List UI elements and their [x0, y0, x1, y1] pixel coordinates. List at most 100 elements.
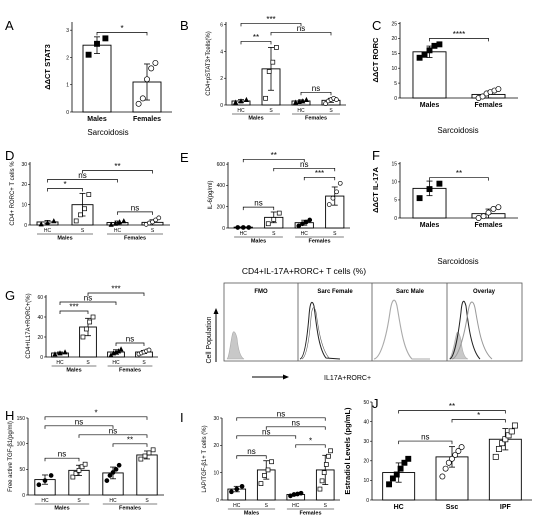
- panel-b-data-point: [303, 96, 309, 102]
- panel-e-significance-label: **: [271, 151, 277, 160]
- panel-label-f: F: [372, 148, 380, 163]
- panel-j-x-tick-label: HC: [394, 504, 404, 511]
- panel-a-data-point: [94, 40, 100, 47]
- panel-b-data-point: [266, 69, 272, 74]
- panel-j-significance-bracket: [451, 419, 506, 423]
- panel-j-y-tick-label: 20: [363, 459, 369, 465]
- panel-d-data-point: [121, 218, 127, 224]
- panel-i-group-label: Females: [299, 511, 321, 517]
- panel-h-data-point: [107, 473, 113, 478]
- panel-d-x-tick-label: HC: [114, 228, 122, 234]
- panel-i-x-tick-label: S: [324, 503, 328, 509]
- panel-e-significance-bracket: [242, 206, 275, 211]
- panel-b-significance-label: ns: [297, 24, 305, 33]
- panel-i-data-point: [258, 481, 264, 486]
- flow-header-fmo: FMO: [254, 289, 268, 295]
- panel-i-data-point: [326, 453, 331, 459]
- panel-h-group-label: Females: [119, 506, 141, 512]
- panel-h-data-point: [79, 464, 85, 470]
- panel-d-significance-bracket: [82, 170, 153, 174]
- panel-g-x-tick-label: HC: [112, 360, 120, 366]
- panel-d-y-tick-label: 10: [21, 202, 27, 208]
- panel-g-x-tick-label: HC: [56, 360, 64, 366]
- panel-d-significance-bracket: [47, 188, 83, 192]
- panel-j-significance-bracket: [398, 410, 506, 414]
- panel-j-y-tick-label: 30: [363, 439, 369, 445]
- panel-a-data-point: [85, 51, 92, 58]
- panel-j-data-point: [393, 471, 400, 478]
- panel-g-significance-label: ns: [84, 294, 92, 303]
- panel-d-data-point: [86, 192, 92, 197]
- panel-label-d: D: [5, 148, 14, 163]
- panel-h-significance-bracket: [44, 425, 114, 429]
- panel-i-data-point: [298, 490, 304, 496]
- panel-h-x-tick-label: HC: [109, 498, 117, 504]
- panel-b-significance-bracket: [240, 41, 272, 45]
- panel-g-group-label: Females: [119, 368, 141, 374]
- panel-e-significance-bracket: [242, 158, 305, 163]
- panel-b-y-label: CD4+pSTAT3+Tcells(%): [206, 31, 212, 95]
- panel-d-significance-label: **: [114, 162, 120, 171]
- panel-c-data-point: [436, 41, 443, 48]
- panel-j-y-tick-label: 10: [363, 478, 369, 484]
- panel-e-significance-bracket: [303, 176, 336, 181]
- panel-label-b: B: [180, 18, 189, 33]
- panel-j-data-point: [452, 451, 459, 458]
- panel-d-x-tick-label: S: [81, 228, 85, 234]
- panel-f-data-point: [490, 206, 497, 212]
- panel-j-data-point: [455, 448, 462, 454]
- panel-j-significance-label: *: [477, 411, 480, 420]
- panel-h-significance-label: ns: [75, 417, 83, 426]
- panel-i-data-point: [269, 459, 274, 465]
- panel-i-significance-bracket: [265, 426, 326, 430]
- panel-i-y-tick-label: 30: [213, 416, 219, 422]
- panel-g-data-point: [57, 350, 63, 356]
- panel-e-data-point: [235, 225, 241, 230]
- panel-b-y-tick-label: 4: [220, 49, 223, 55]
- panel-f-sublabel: Sarcoidosis: [437, 257, 478, 266]
- panel-h-data-point: [76, 468, 82, 473]
- panel-g-y-tick-label: 60: [37, 295, 43, 301]
- panel-d-data-point: [51, 218, 57, 224]
- chart-j-estradiol: 0 10 20 30 40 50 Estradiol Levels (pg/mL) HC Ssc…: [343, 400, 532, 511]
- panel-j-data-point: [389, 475, 396, 482]
- panel-b-significance-label: **: [253, 33, 259, 42]
- panel-e-x-tick-label: S: [333, 231, 337, 237]
- panel-g-data-point: [87, 319, 93, 325]
- panel-h-group-label: Males: [54, 506, 69, 512]
- panel-h-significance-bracket: [112, 443, 148, 447]
- panel-i-data-point: [262, 473, 267, 478]
- panel-a-data-point: [135, 100, 142, 107]
- panel-h-significance-label: *: [94, 408, 97, 417]
- fmo-histogram: [226, 331, 245, 360]
- panel-j-significance-bracket: [398, 440, 453, 445]
- panel-f-data-point: [436, 180, 443, 187]
- panel-b-y-tick-label: 2: [220, 76, 223, 82]
- panel-e-data-point: [296, 223, 302, 229]
- panel-a-sublabel: Sarcoidosis: [87, 128, 128, 137]
- panel-label-a: A: [5, 18, 14, 33]
- panel-i-group-label: Males: [244, 511, 259, 517]
- panel-a-y-label: ΔΔCT STAT3: [43, 44, 52, 90]
- panel-c-y-tick-label: 25: [391, 21, 397, 27]
- panel-a-x-tick-label: Males: [87, 116, 107, 123]
- panel-e-x-tick-label: HC: [240, 231, 248, 237]
- panel-i-significance-label: ns: [262, 427, 270, 436]
- panel-g-x-tick-label: S: [86, 360, 90, 366]
- panel-h-significance-bracket: [44, 416, 148, 420]
- panel-a-y-tick-label: 0: [66, 110, 69, 116]
- flow-cytometry-panel: CD4+IL-17A+RORC+ T cells (%) Cell Popula…: [206, 266, 523, 382]
- panel-c-y-tick-label: 5: [394, 81, 397, 87]
- chart-e-il6: 0 200 400 600 IL-6(pg/ml) HC S HC S Males Females n…: [208, 151, 350, 245]
- panel-c-y-label: ΔΔCT RORC: [371, 37, 380, 83]
- panel-i-x-tick-label: HC: [292, 503, 300, 509]
- panel-d-y-tick-label: 30: [21, 162, 27, 168]
- panel-h-significance-label: **: [127, 435, 133, 444]
- panel-i-data-point: [239, 483, 245, 489]
- panel-f-x-tick-label: Males: [420, 222, 440, 229]
- panel-d-significance-bracket: [47, 179, 118, 183]
- panel-h-data-point: [73, 471, 79, 476]
- panel-g-x-tick-label: S: [142, 360, 146, 366]
- panel-h-data-point: [150, 447, 156, 453]
- panel-j-y-tick-label: 40: [363, 419, 369, 425]
